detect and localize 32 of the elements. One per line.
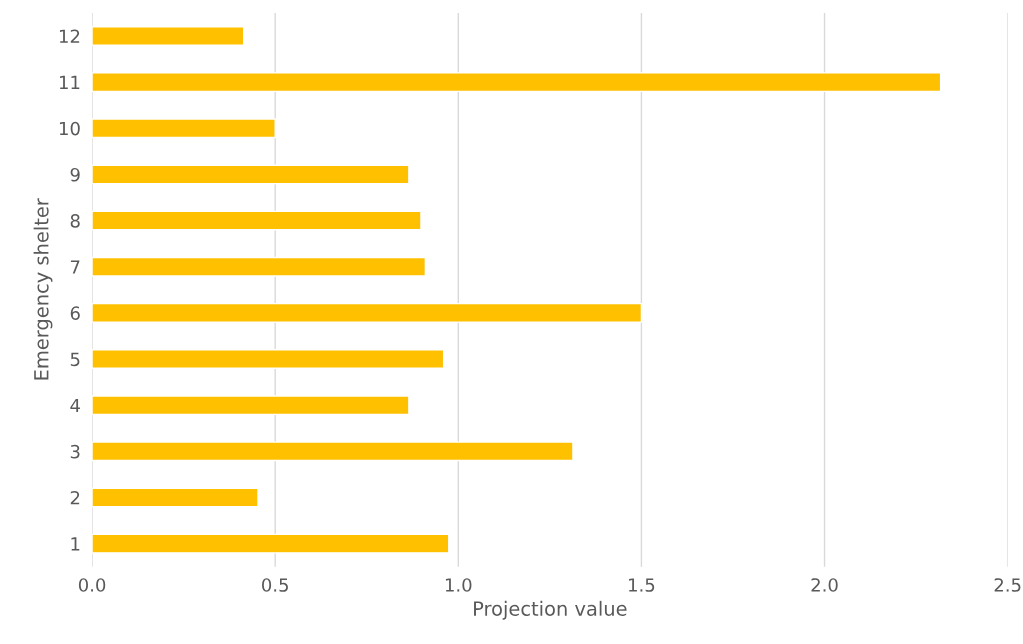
bar — [92, 533, 450, 554]
y-tick-label: 2 — [70, 490, 80, 505]
x-tick-label: 0.0 — [78, 578, 106, 592]
y-tick-label: 1 — [71, 537, 80, 551]
x-axis-title: Projection value — [474, 600, 627, 620]
bar — [92, 395, 410, 416]
bar — [92, 487, 259, 508]
x-tick-label: 0.5 — [262, 578, 288, 592]
bar — [92, 164, 410, 185]
y-tick-label: 3 — [70, 444, 80, 459]
y-tick-label: 7 — [70, 260, 80, 274]
y-tick-label: 12 — [59, 29, 80, 43]
bar — [92, 302, 643, 323]
bar — [92, 72, 942, 93]
x-tick-label: 1.5 — [629, 578, 655, 592]
bar — [92, 441, 574, 462]
y-tick-label: 4 — [70, 398, 80, 413]
y-tick-label: 9 — [70, 167, 80, 182]
x-tick-label: 2.5 — [994, 578, 1021, 592]
bar — [92, 256, 427, 277]
y-tick-label: 8 — [70, 214, 80, 228]
bar — [92, 118, 276, 139]
y-tick-label: 5 — [70, 352, 80, 367]
y-tick-label: 11 — [59, 75, 80, 89]
x-tick-label: 1.0 — [445, 578, 472, 592]
bar — [92, 349, 445, 369]
y-tick-label: 6 — [70, 306, 80, 320]
x-tick-label: 2.0 — [811, 578, 838, 592]
bar — [92, 26, 245, 46]
y-axis-title: Emergency shelter — [33, 198, 53, 380]
y-tick-label: 10 — [59, 121, 80, 136]
bar — [92, 210, 422, 231]
